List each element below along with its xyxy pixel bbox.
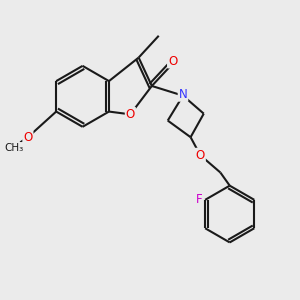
Text: O: O [196, 149, 205, 162]
Text: CH₃: CH₃ [4, 142, 24, 153]
Text: O: O [168, 55, 177, 68]
Text: F: F [196, 193, 202, 206]
Text: O: O [23, 131, 32, 144]
Text: N: N [178, 88, 188, 101]
Text: O: O [126, 108, 135, 121]
